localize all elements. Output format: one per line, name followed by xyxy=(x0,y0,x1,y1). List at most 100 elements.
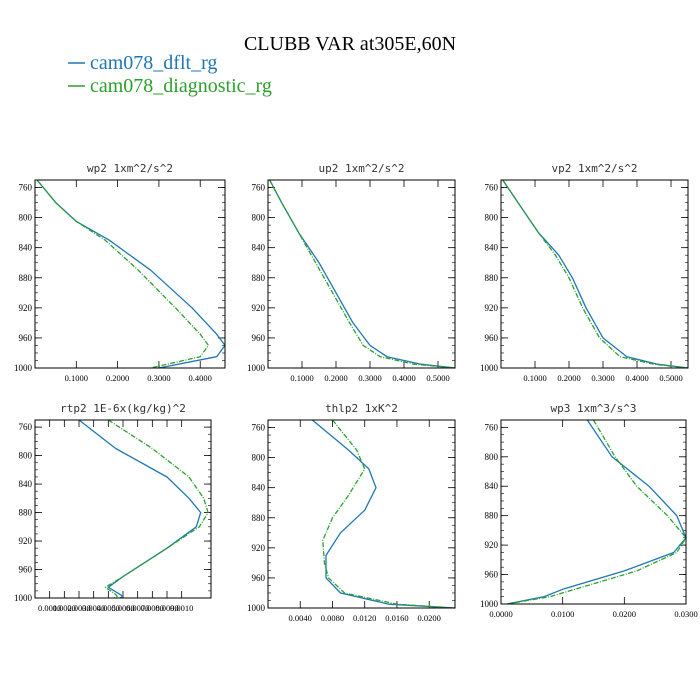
panel-title: wp3 1xm^3/s^3 xyxy=(550,402,636,415)
series-line-0 xyxy=(269,179,456,369)
legend: cam078_dflt_rg cam078_diagnostic_rg xyxy=(68,52,272,97)
plot-frame xyxy=(34,419,212,599)
x-tick-label: 0.0040 xyxy=(289,613,312,623)
panel-0: wp2 1xm^2/s^2 760 800 840 880 920 960 1000 0.100… xyxy=(14,162,226,383)
x-tick-label: 0.0100 xyxy=(551,609,574,619)
y-tick-label: 1000 xyxy=(247,603,266,613)
y-tick-label: 960 xyxy=(19,565,33,575)
series-line-1 xyxy=(36,179,210,369)
legend-label-diagnostic: cam078_diagnostic_rg xyxy=(90,75,272,97)
plot-frame xyxy=(267,419,456,609)
y-tick-label: 840 xyxy=(485,481,499,491)
x-tick-label: 0.3000 xyxy=(147,373,170,383)
y-tick-label: 920 xyxy=(252,543,266,553)
plot-frame xyxy=(500,179,689,369)
x-tick-label: 0.4000 xyxy=(625,373,648,383)
y-tick-label: 960 xyxy=(252,333,266,343)
y-tick-label: 760 xyxy=(252,183,266,193)
x-tick-label: 0.2000 xyxy=(324,373,347,383)
y-tick-label: 800 xyxy=(485,213,499,223)
x-tick-label: 0.0040 xyxy=(82,603,105,613)
panel-3: rtp2 1E-6x(kg/kg)^2 760 800 840 880 920 960 100… xyxy=(14,402,212,613)
x-tick-label: 0.0000 xyxy=(489,609,512,619)
y-tick-label: 1000 xyxy=(480,599,499,609)
x-tick-label: 0.1000 xyxy=(523,373,546,383)
y-tick-label: 760 xyxy=(19,422,33,432)
x-tick-label: 0.0080 xyxy=(321,613,344,623)
x-tick-label: 0.5000 xyxy=(659,373,682,383)
y-tick-label: 920 xyxy=(485,303,499,313)
plot-frame xyxy=(34,179,226,369)
panel-title: vp2 1xm^2/s^2 xyxy=(551,162,637,175)
y-tick-label: 920 xyxy=(19,536,33,546)
y-tick-label: 960 xyxy=(485,333,499,343)
x-tick-label: 0.1000 xyxy=(290,373,313,383)
x-tick-label: 0.0070 xyxy=(126,603,149,613)
x-tick-label: 0.1000 xyxy=(65,373,88,383)
x-tick-label: 0.0300 xyxy=(674,609,697,619)
x-tick-label: 0.0060 xyxy=(111,603,134,613)
series-line-1 xyxy=(104,419,209,599)
series-line-1 xyxy=(502,179,689,369)
panels: wp2 1xm^2/s^2 760 800 840 880 920 960 1000 0.100… xyxy=(14,162,698,623)
y-tick-label: 880 xyxy=(252,273,266,283)
x-tick-label: 0.3000 xyxy=(591,373,614,383)
panel-4: thlp2 1xK^2 760 800 840 880 920 960 1000 0.0040 0… xyxy=(247,402,456,623)
y-tick-label: 880 xyxy=(252,513,266,523)
panel-title: thlp2 1xK^2 xyxy=(325,402,398,415)
panel-title: rtp2 1E-6x(kg/kg)^2 xyxy=(60,402,186,415)
x-tick-label: 0.4000 xyxy=(189,373,212,383)
series-line-0 xyxy=(311,419,456,609)
x-tick-label: 0.3000 xyxy=(358,373,381,383)
y-tick-label: 960 xyxy=(485,570,499,580)
y-tick-label: 800 xyxy=(19,451,33,461)
y-tick-label: 840 xyxy=(485,243,499,253)
series-line-1 xyxy=(507,419,687,605)
x-tick-label: 0.0120 xyxy=(353,613,376,623)
plot-frame xyxy=(500,419,687,605)
x-tick-label: 0.0010 xyxy=(38,603,61,613)
y-tick-label: 920 xyxy=(485,540,499,550)
y-tick-label: 880 xyxy=(19,273,33,283)
series-line-0 xyxy=(36,179,226,369)
x-tick-label: 0.4000 xyxy=(392,373,415,383)
plot-frame xyxy=(267,179,456,369)
y-tick-label: 840 xyxy=(252,243,266,253)
y-tick-label: 800 xyxy=(485,452,499,462)
x-tick-label: 0.0010 xyxy=(170,603,193,613)
panel-5: wp3 1xm^3/s^3 760 800 840 880 920 960 10000.000… xyxy=(480,402,698,619)
y-tick-label: 840 xyxy=(19,479,33,489)
series-line-0 xyxy=(507,419,687,605)
x-tick-label: 0.0030 xyxy=(67,603,90,613)
y-tick-label: 960 xyxy=(252,573,266,583)
panel-title: wp2 1xm^2/s^2 xyxy=(87,162,173,175)
y-tick-label: 1000 xyxy=(247,363,266,373)
y-tick-label: 840 xyxy=(252,483,266,493)
x-tick-label: 0.0200 xyxy=(613,609,636,619)
legend-label-dflt: cam078_dflt_rg xyxy=(90,52,217,74)
y-tick-label: 760 xyxy=(485,183,499,193)
y-tick-label: 800 xyxy=(252,213,266,223)
series-line-1 xyxy=(322,419,456,609)
x-tick-label: 0.0160 xyxy=(385,613,408,623)
y-tick-label: 1000 xyxy=(480,363,499,373)
y-tick-label: 920 xyxy=(252,303,266,313)
x-tick-label: 0.0080 xyxy=(141,603,164,613)
y-tick-label: 800 xyxy=(19,213,33,223)
y-tick-label: 760 xyxy=(252,423,266,433)
series-line-1 xyxy=(269,179,456,369)
y-tick-label: 800 xyxy=(252,453,266,463)
series-line-0 xyxy=(78,419,202,599)
y-tick-label: 880 xyxy=(485,511,499,521)
x-tick-label: 0.0090 xyxy=(155,603,178,613)
x-tick-label: 0.5000 xyxy=(426,373,449,383)
y-tick-label: 920 xyxy=(19,303,33,313)
panel-1: up2 1xm^2/s^2 760 800 840 880 920 960 1000 0.100… xyxy=(247,162,456,383)
x-tick-label: 0.0200 xyxy=(418,613,441,623)
figure-title: CLUBB VAR at305E,60N xyxy=(244,33,456,55)
y-tick-label: 960 xyxy=(19,333,33,343)
y-tick-label: 1000 xyxy=(14,593,33,603)
y-tick-label: 880 xyxy=(19,508,33,518)
panel-title: up2 1xm^2/s^2 xyxy=(318,162,404,175)
